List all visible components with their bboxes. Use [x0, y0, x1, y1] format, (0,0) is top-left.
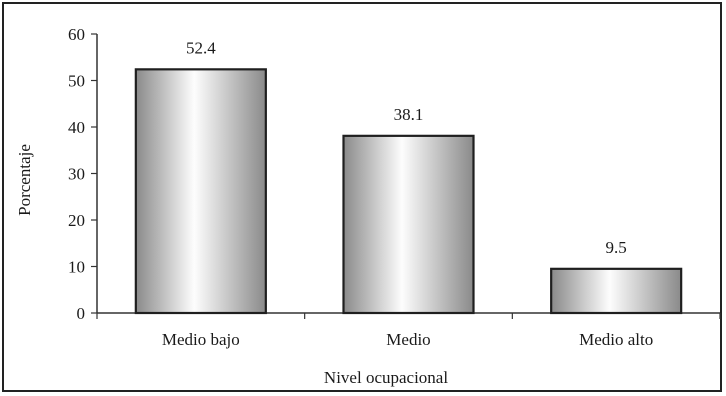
bar-medio-alto: [550, 267, 683, 315]
x-tick-label: Medio: [386, 330, 430, 349]
y-tick-label: 30: [68, 165, 85, 184]
y-axis-title: Porcentaje: [15, 144, 34, 216]
data-label: 9.5: [606, 238, 627, 257]
data-label: 52.4: [186, 38, 216, 57]
y-tick-label: 60: [68, 25, 85, 44]
data-label: 38.1: [394, 105, 424, 124]
x-tick-label: Medio alto: [579, 330, 653, 349]
bar-medio: [342, 134, 475, 315]
y-tick-label: 0: [77, 304, 86, 323]
y-tick-label: 40: [68, 118, 85, 137]
y-tick-label: 50: [68, 72, 85, 91]
y-tick-label: 10: [68, 258, 85, 277]
x-tick-label: Medio bajo: [162, 330, 240, 349]
y-tick-label: 20: [68, 211, 85, 230]
bars: [134, 68, 683, 315]
x-axis-title: Nivel ocupacional: [324, 368, 448, 387]
labels: 52.4 Medio bajo 38.1 Medio 9.5 Medio alto: [162, 38, 653, 349]
bar-medio-bajo: [134, 68, 267, 315]
